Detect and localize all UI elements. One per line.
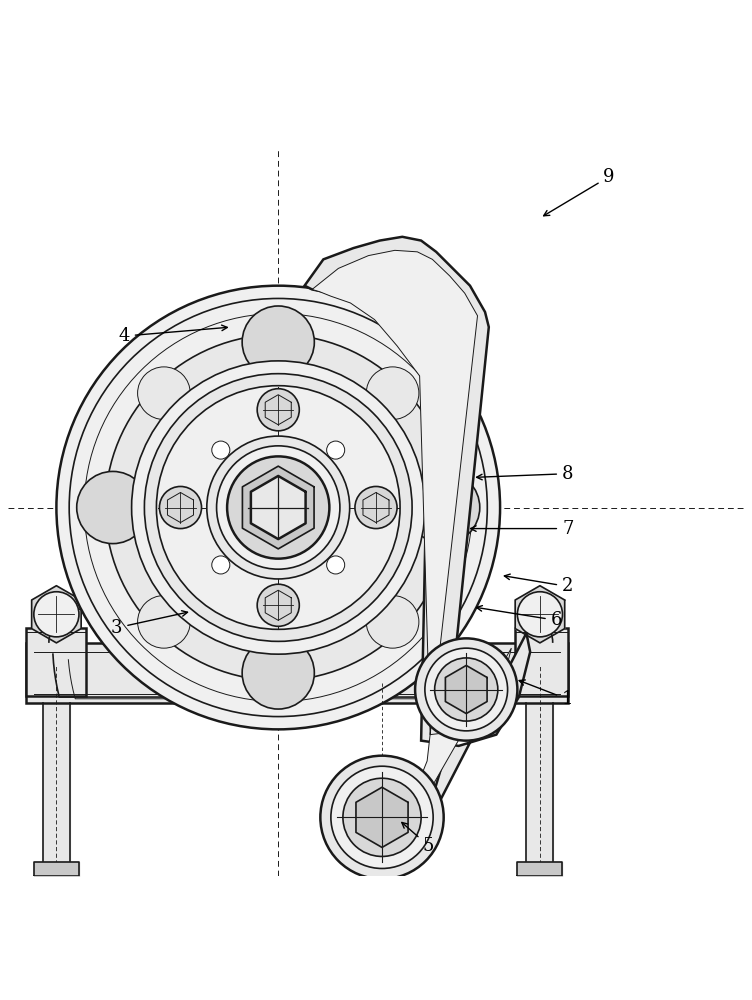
- Circle shape: [257, 584, 299, 626]
- Bar: [515, 628, 568, 696]
- Circle shape: [132, 361, 425, 654]
- Circle shape: [257, 389, 299, 431]
- Bar: [26, 643, 568, 703]
- Circle shape: [366, 367, 419, 420]
- Circle shape: [212, 441, 230, 459]
- Circle shape: [217, 446, 340, 569]
- Circle shape: [144, 374, 412, 641]
- Text: 7: 7: [471, 520, 574, 538]
- Polygon shape: [363, 492, 389, 523]
- Text: 1: 1: [519, 680, 574, 708]
- Circle shape: [320, 756, 444, 879]
- Circle shape: [212, 556, 230, 574]
- Polygon shape: [242, 466, 314, 549]
- Circle shape: [408, 471, 480, 544]
- Circle shape: [435, 658, 498, 721]
- Text: 4: 4: [118, 325, 227, 345]
- Circle shape: [105, 335, 451, 680]
- Circle shape: [343, 778, 421, 856]
- Polygon shape: [32, 586, 81, 643]
- Circle shape: [355, 486, 397, 529]
- Polygon shape: [251, 476, 305, 539]
- Circle shape: [77, 471, 149, 544]
- Polygon shape: [168, 492, 193, 523]
- Text: 6: 6: [477, 606, 562, 629]
- Polygon shape: [265, 395, 291, 425]
- Circle shape: [159, 486, 202, 529]
- Circle shape: [425, 648, 508, 731]
- Circle shape: [34, 592, 79, 637]
- Circle shape: [156, 386, 400, 629]
- Text: 9: 9: [544, 168, 615, 216]
- Text: 3: 3: [111, 611, 187, 637]
- Polygon shape: [305, 237, 530, 855]
- Circle shape: [138, 596, 190, 648]
- Bar: [26, 628, 86, 696]
- Circle shape: [415, 638, 517, 741]
- Circle shape: [326, 441, 344, 459]
- Circle shape: [366, 596, 419, 648]
- Circle shape: [56, 286, 500, 729]
- Text: 8: 8: [477, 465, 574, 483]
- Circle shape: [207, 436, 350, 579]
- Polygon shape: [445, 665, 487, 714]
- Polygon shape: [515, 586, 565, 643]
- Polygon shape: [265, 590, 291, 620]
- Circle shape: [326, 556, 344, 574]
- Text: 5: 5: [402, 822, 435, 855]
- Circle shape: [331, 766, 433, 868]
- Circle shape: [517, 592, 562, 637]
- Polygon shape: [356, 787, 408, 847]
- Circle shape: [242, 306, 314, 378]
- Circle shape: [242, 637, 314, 709]
- Text: 2: 2: [505, 574, 574, 595]
- Polygon shape: [312, 250, 511, 847]
- Circle shape: [138, 367, 190, 420]
- Circle shape: [227, 456, 329, 559]
